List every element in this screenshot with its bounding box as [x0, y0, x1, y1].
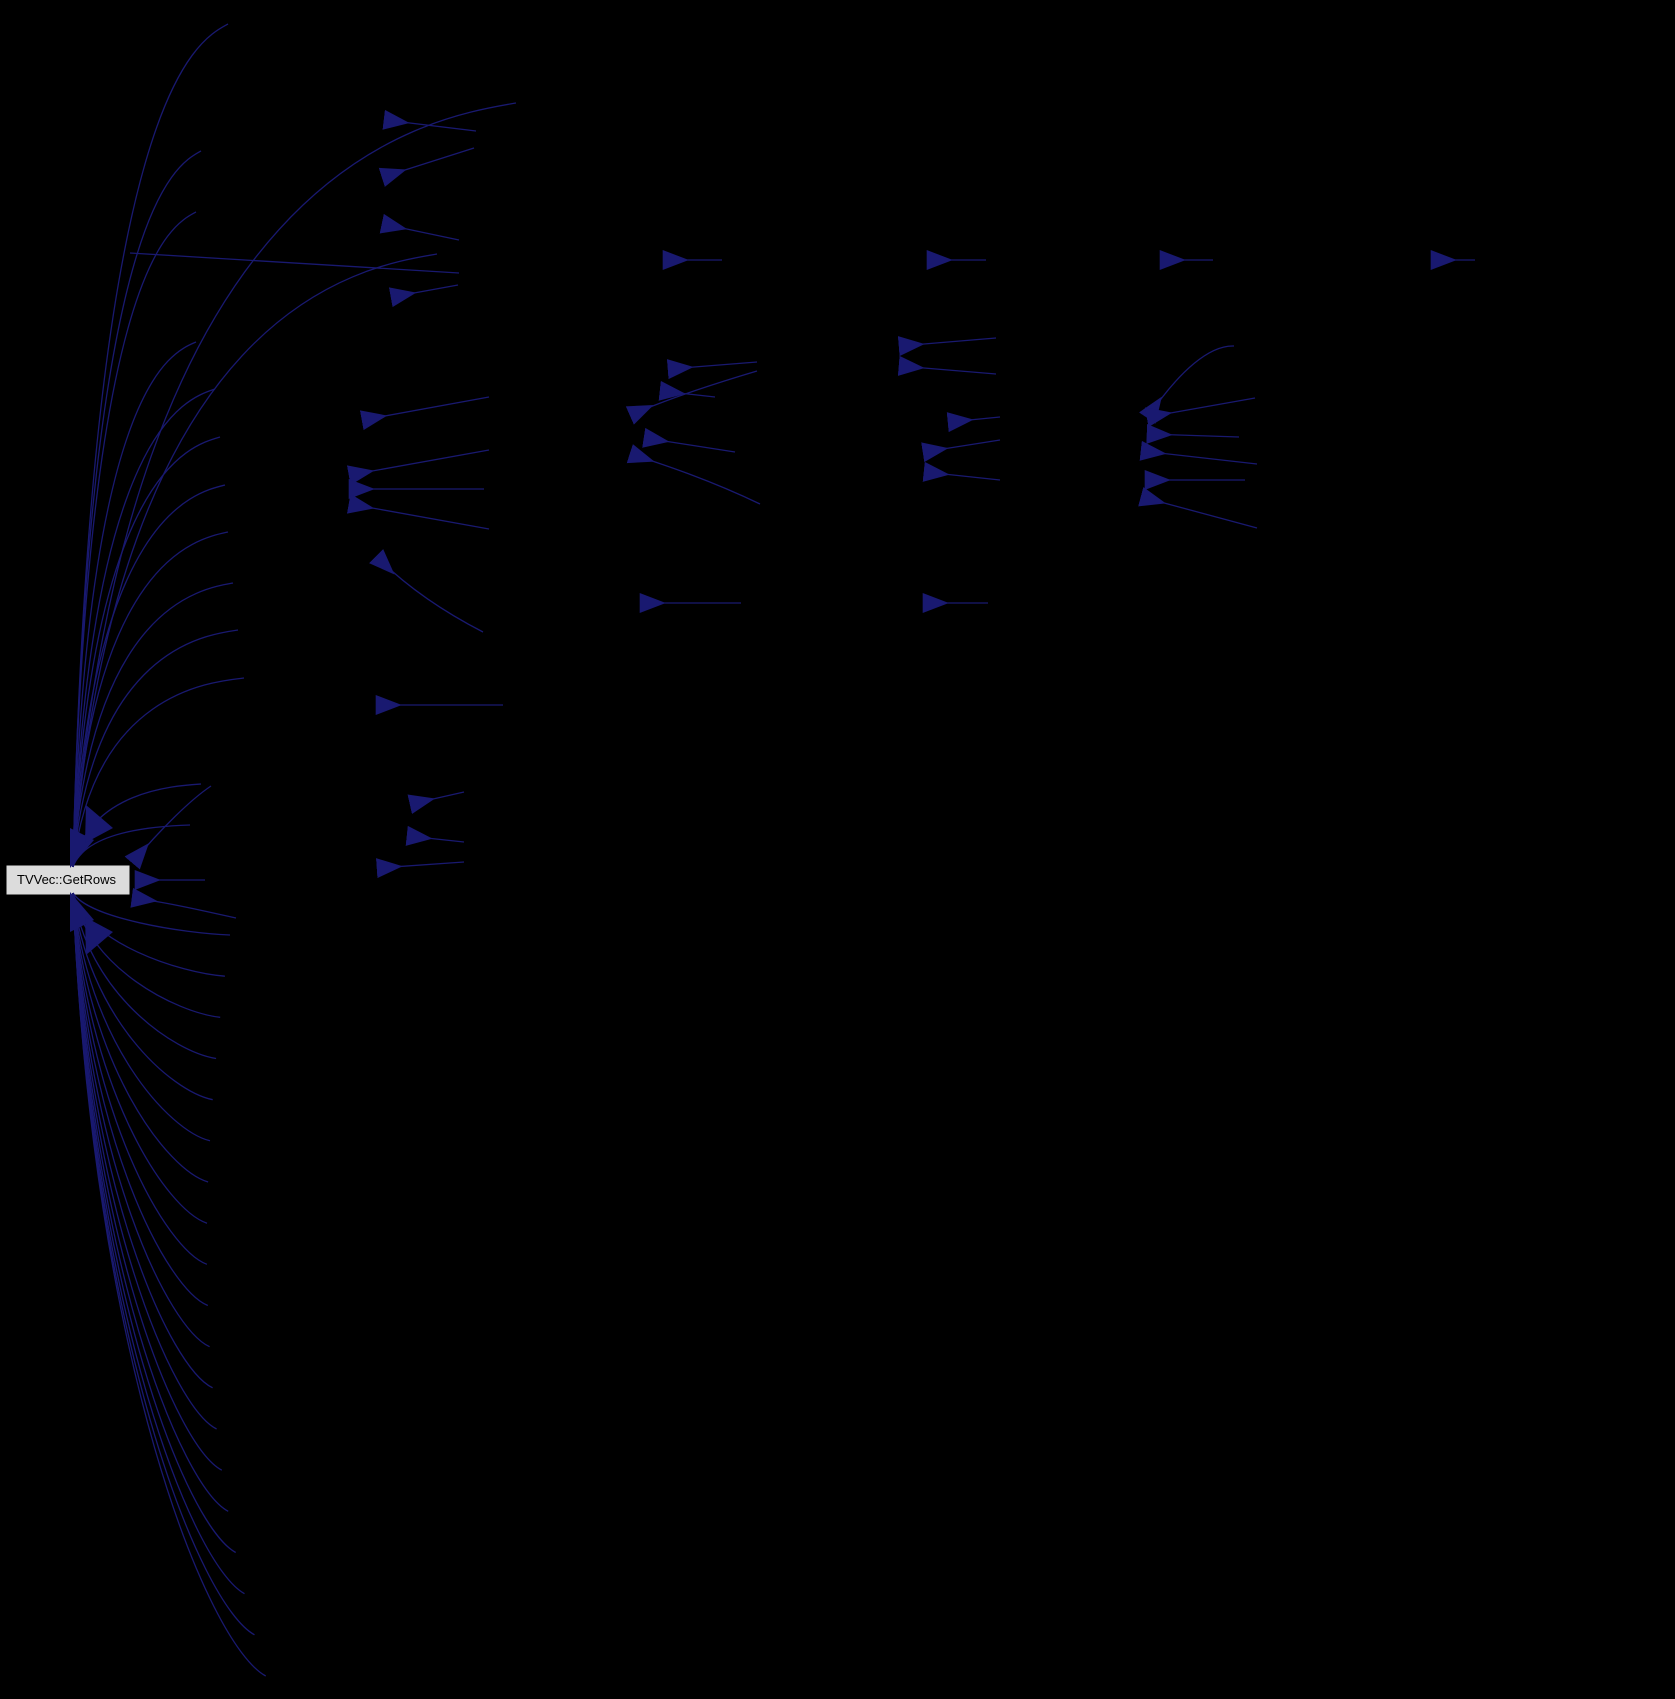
- svg-text:TVVec::GetRows: TVVec::GetRows: [17, 872, 116, 887]
